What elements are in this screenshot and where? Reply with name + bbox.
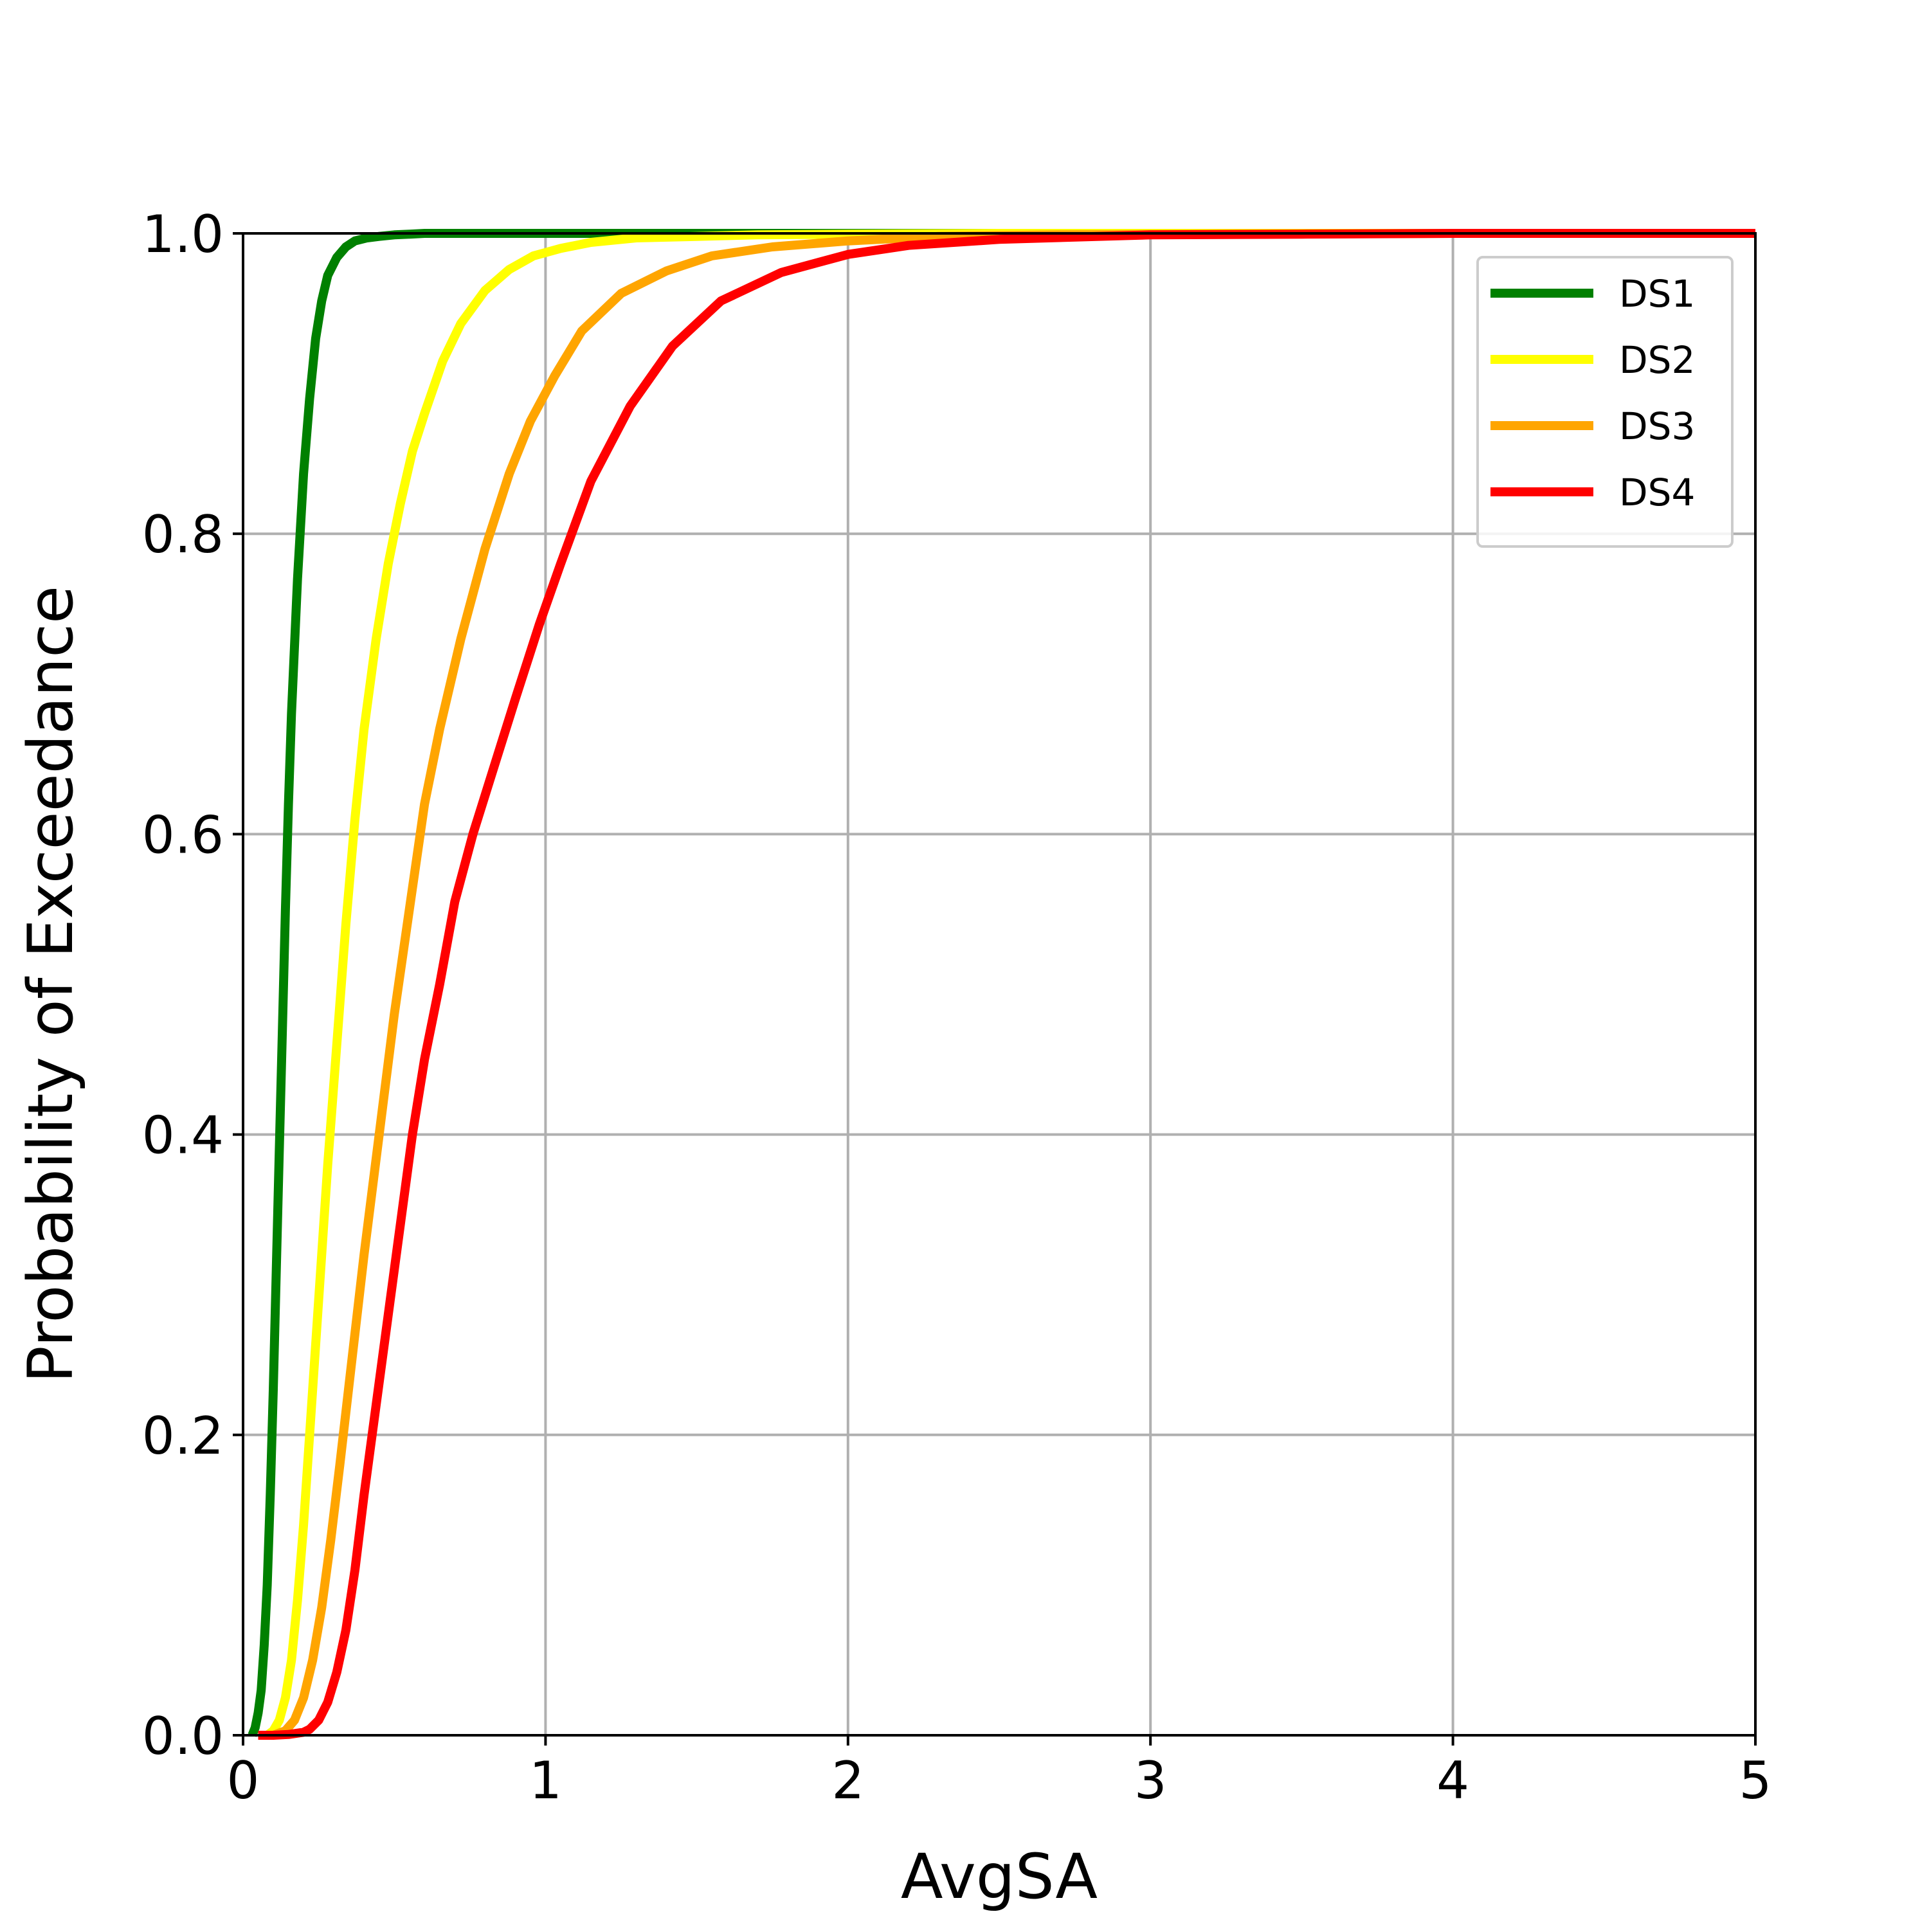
axis-ticks: 0 1 2 3 4 5 0.0 0.2 0.4 0.6 0.8 1.0 [142,204,1772,1810]
legend: DS1 DS2 DS3 DS4 [1476,256,1734,548]
legend-label-ds3: DS3 [1619,404,1695,448]
legend-label-ds2: DS2 [1619,338,1695,382]
x-tick-label: 3 [1134,1751,1167,1810]
x-tick-label: 4 [1436,1751,1469,1810]
y-tick-label: 0.6 [142,805,224,865]
x-tick-label: 0 [227,1751,260,1810]
series-line-ds4 [258,229,1755,1740]
legend-label-ds1: DS1 [1619,272,1695,316]
y-tick-label: 0.0 [142,1706,224,1766]
legend-label-ds4: DS4 [1619,471,1695,514]
plot-frame [242,232,1757,1737]
x-tick-label: 1 [529,1751,562,1810]
x-axis-title: AvgSA [901,1841,1098,1913]
y-tick-label: 0.2 [142,1406,224,1466]
grid [243,233,1755,1735]
series-line-ds2 [264,229,1755,1739]
x-tick-label: 2 [831,1751,864,1810]
y-tick-label: 1.0 [142,204,224,264]
y-tick-label: 0.8 [142,505,224,564]
y-tick-label: 0.4 [142,1106,224,1166]
series-line-ds3 [271,229,1755,1740]
legend-box [1476,256,1734,548]
y-axis-title: Probability of Exceedance [15,586,87,1383]
x-tick-label: 5 [1739,1751,1772,1810]
